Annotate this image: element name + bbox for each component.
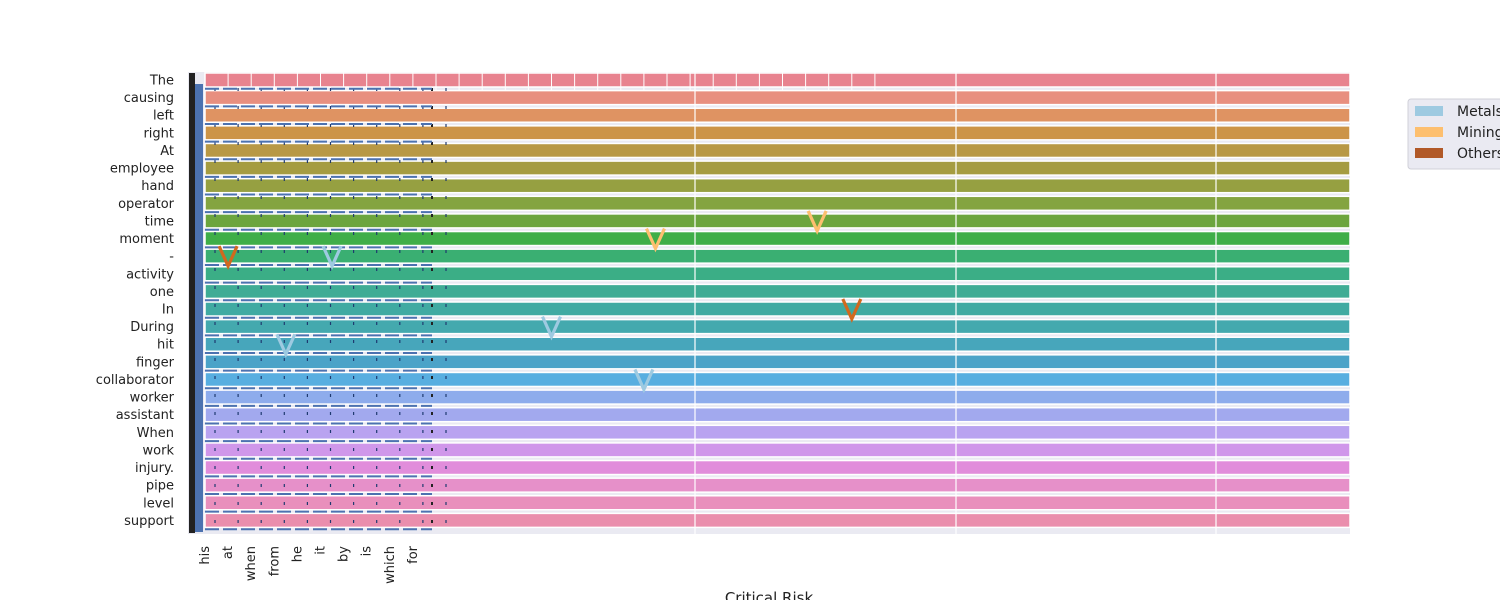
bar--: [204, 248, 1351, 264]
legend-swatch-others: [1415, 148, 1443, 158]
y-tick-label: employee: [110, 162, 174, 177]
y-tick-label: At: [160, 144, 174, 159]
legend-label-mining: Mining: [1457, 125, 1500, 141]
bar-hit: [204, 336, 1351, 352]
bar-support: [204, 512, 1351, 529]
bar-During: [204, 318, 1351, 335]
y-tick-label: During: [130, 320, 174, 335]
y-tick-label: work: [143, 443, 175, 458]
y-tick-label: activity: [126, 267, 174, 282]
y-tick-label: causing: [124, 91, 174, 106]
x-tick-label: it: [314, 546, 329, 555]
bar-operator: [204, 195, 1351, 212]
marker-others-7: [841, 298, 863, 323]
marker-metals-6: [633, 368, 655, 394]
x-tick-label: is: [360, 546, 375, 557]
marker-others-0: [217, 245, 239, 271]
left-spine: [189, 73, 195, 533]
x-tick-label: he: [290, 546, 305, 562]
bar-At: [204, 142, 1351, 159]
y-tick-label: collaborator: [96, 373, 175, 388]
y-tick-labels: The causing left right At employee hand operato…: [96, 74, 175, 529]
marker-metals-5: [541, 315, 562, 341]
bar-hand: [204, 177, 1351, 194]
legend-swatch-mining: [1415, 127, 1443, 137]
legend-swatch-metals: [1415, 106, 1443, 116]
y-tick-label: operator: [118, 197, 175, 212]
markers: [217, 210, 863, 394]
y-tick-label: In: [162, 303, 174, 318]
y-tick-label: finger: [136, 355, 175, 370]
y-tick-label: support: [124, 514, 174, 529]
x-tick-label: which: [383, 546, 398, 584]
bar-worker: [204, 389, 1351, 405]
y-tick-label: worker: [130, 391, 175, 406]
legend-label-metals: Metals: [1457, 104, 1500, 120]
bar-right: [204, 125, 1351, 141]
x-tick-label: at: [221, 546, 236, 559]
y-tick-label: When: [137, 426, 174, 441]
legend-label-others: Others: [1457, 146, 1500, 162]
y-tick-label: hit: [157, 338, 174, 353]
bar-time: [204, 213, 1351, 229]
x-tick-label: by: [337, 546, 352, 562]
bar-assistant: [204, 406, 1351, 423]
marker-metals-1: [321, 245, 343, 271]
x-tick-label: his: [198, 546, 213, 565]
y-tick-label: injury.: [135, 461, 174, 476]
bars: [204, 72, 1351, 529]
y-tick-label: level: [143, 496, 174, 511]
y-tick-label: left: [153, 109, 174, 124]
bar-work: [204, 442, 1351, 458]
bar-left: [204, 107, 1351, 123]
legend[interactable]: Metals Mining Others: [1407, 98, 1500, 170]
y-tick-label: pipe: [146, 479, 174, 494]
marker-mining-3: [644, 227, 666, 253]
bar-level: [204, 495, 1351, 511]
bar-collaborator: [204, 371, 1351, 388]
y-tick-label: The: [149, 74, 174, 89]
x-tick-labels: his at when from he it by is which for: [198, 545, 421, 584]
y-tick-label: right: [143, 126, 174, 141]
y-tick-label: one: [150, 285, 174, 300]
grid: [204, 72, 1217, 534]
marker-metals-2: [275, 333, 297, 359]
bar-pipe: [204, 477, 1351, 493]
y-tick-label: assistant: [116, 408, 174, 423]
bar-moment: [204, 230, 1351, 247]
x-tick-label: from: [267, 546, 282, 576]
x-tick-label: for: [406, 545, 421, 564]
left-inner-band: [195, 84, 203, 532]
bar-In: [204, 301, 1351, 317]
bar-causing: [204, 89, 1351, 106]
marker-mining-4: [806, 210, 828, 235]
bar-injury.: [204, 459, 1351, 476]
x-axis-title: Critical Risk: [725, 589, 814, 600]
bar-When: [204, 424, 1351, 441]
bar-one: [204, 283, 1351, 300]
bar-The: [204, 72, 1351, 88]
y-tick-label: time: [145, 214, 174, 229]
y-tick-label: moment: [119, 232, 174, 247]
bar-finger: [204, 354, 1351, 370]
bar-employee: [204, 160, 1351, 176]
x-tick-label: when: [244, 546, 259, 581]
y-tick-label: -: [169, 250, 174, 265]
bar-activity: [204, 266, 1351, 282]
y-tick-label: hand: [141, 179, 174, 194]
